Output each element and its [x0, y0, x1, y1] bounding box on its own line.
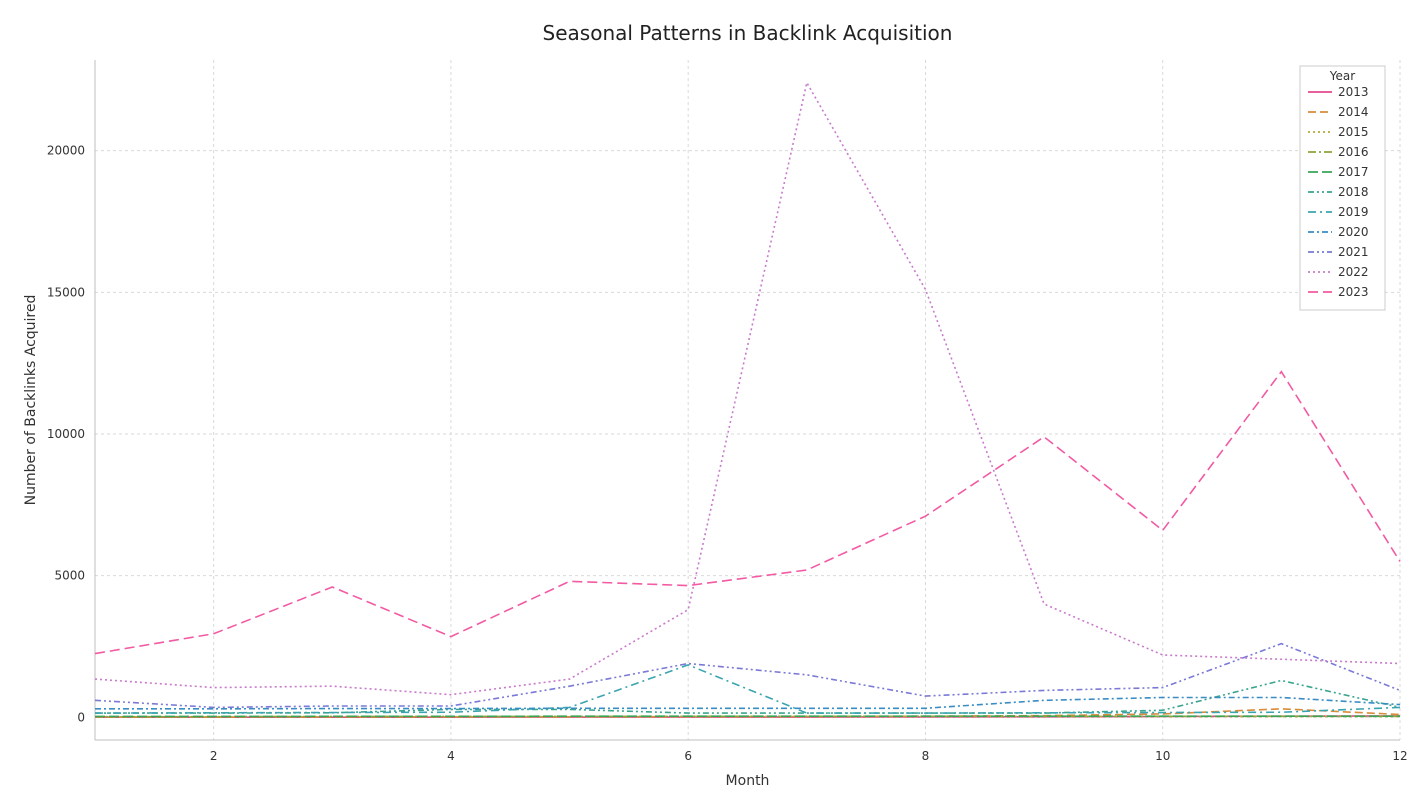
y-tick-label: 0 [77, 710, 85, 724]
chart-container: 2 4 6 8 10 12 0 5000 10000 15000 20000 Month Number … [0, 0, 1422, 804]
line-chart: 2 4 6 8 10 12 0 5000 10000 15000 20000 Month Number … [0, 0, 1422, 804]
x-tick-label: 8 [922, 749, 930, 763]
legend-label: 2017 [1338, 165, 1369, 179]
legend-label: 2019 [1338, 205, 1369, 219]
legend-label: 2023 [1338, 285, 1369, 299]
x-tick-label: 6 [684, 749, 692, 763]
legend-label: 2016 [1338, 145, 1369, 159]
legend-label: 2014 [1338, 105, 1369, 119]
legend-label: 2021 [1338, 245, 1369, 259]
x-tick-label: 12 [1392, 749, 1407, 763]
x-axis-label: Month [726, 773, 770, 789]
legend-title: Year [1329, 69, 1355, 83]
y-tick-label: 15000 [47, 285, 85, 299]
x-tick-label: 10 [1155, 749, 1170, 763]
legend-label: 2020 [1338, 225, 1369, 239]
legend-label: 2018 [1338, 185, 1369, 199]
y-tick-label: 20000 [47, 144, 85, 158]
legend-label: 2015 [1338, 125, 1369, 139]
x-tick-label: 4 [447, 749, 455, 763]
legend-label: 2013 [1338, 85, 1369, 99]
legend-label: 2022 [1338, 265, 1369, 279]
y-tick-label: 10000 [47, 427, 85, 441]
chart-title: Seasonal Patterns in Backlink Acquisitio… [543, 21, 953, 45]
y-axis-label: Number of Backlinks Acquired [23, 295, 39, 506]
y-tick-label: 5000 [54, 569, 85, 583]
x-tick-label: 2 [210, 749, 218, 763]
